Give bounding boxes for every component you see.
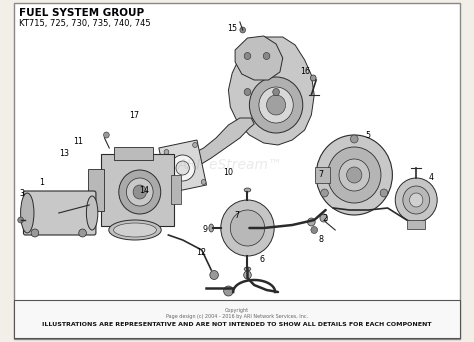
Polygon shape bbox=[159, 140, 207, 193]
FancyBboxPatch shape bbox=[171, 174, 181, 203]
Text: 7: 7 bbox=[235, 211, 239, 220]
Circle shape bbox=[403, 186, 429, 214]
FancyBboxPatch shape bbox=[114, 146, 153, 159]
Polygon shape bbox=[228, 37, 314, 145]
Circle shape bbox=[316, 135, 392, 215]
Circle shape bbox=[346, 167, 362, 183]
Circle shape bbox=[244, 89, 251, 95]
Text: 10: 10 bbox=[223, 168, 233, 177]
Circle shape bbox=[273, 89, 279, 95]
Circle shape bbox=[259, 87, 293, 123]
Circle shape bbox=[18, 217, 24, 223]
Text: 2: 2 bbox=[322, 214, 328, 223]
Circle shape bbox=[244, 53, 251, 60]
Circle shape bbox=[176, 161, 189, 175]
Circle shape bbox=[164, 149, 169, 155]
Circle shape bbox=[240, 27, 246, 33]
Text: 12: 12 bbox=[196, 248, 206, 257]
Circle shape bbox=[320, 214, 328, 222]
Circle shape bbox=[244, 271, 251, 279]
Circle shape bbox=[210, 271, 219, 279]
Ellipse shape bbox=[114, 223, 156, 237]
Ellipse shape bbox=[20, 193, 34, 233]
Ellipse shape bbox=[209, 224, 214, 232]
Text: 17: 17 bbox=[129, 111, 139, 120]
Circle shape bbox=[133, 185, 146, 199]
FancyBboxPatch shape bbox=[24, 191, 96, 235]
Circle shape bbox=[328, 147, 381, 203]
Circle shape bbox=[321, 189, 328, 197]
Circle shape bbox=[221, 200, 274, 256]
FancyBboxPatch shape bbox=[88, 169, 104, 211]
Circle shape bbox=[350, 135, 358, 143]
Text: ILLUSTRATIONS ARE REPRESENTATIVE AND ARE NOT INTENDED TO SHOW ALL DETAILS FOR EA: ILLUSTRATIONS ARE REPRESENTATIVE AND ARE… bbox=[42, 322, 432, 327]
Text: 6: 6 bbox=[259, 255, 264, 264]
Circle shape bbox=[119, 170, 161, 214]
Circle shape bbox=[127, 178, 153, 206]
Bar bbox=[14, 300, 460, 338]
Circle shape bbox=[266, 95, 286, 115]
Text: 15: 15 bbox=[228, 24, 237, 32]
Circle shape bbox=[224, 286, 233, 296]
Circle shape bbox=[230, 210, 264, 246]
Text: 8: 8 bbox=[318, 235, 323, 244]
Circle shape bbox=[192, 143, 198, 147]
Circle shape bbox=[308, 218, 315, 226]
Text: ARI  eStream™: ARI eStream™ bbox=[178, 158, 283, 172]
Text: 3: 3 bbox=[20, 189, 25, 198]
Polygon shape bbox=[235, 36, 283, 80]
Text: 4: 4 bbox=[429, 173, 434, 182]
FancyBboxPatch shape bbox=[315, 167, 330, 183]
Circle shape bbox=[395, 178, 437, 222]
Text: 1: 1 bbox=[39, 179, 44, 187]
Circle shape bbox=[165, 185, 170, 190]
Text: 16: 16 bbox=[300, 67, 310, 76]
Circle shape bbox=[380, 189, 388, 197]
Ellipse shape bbox=[244, 267, 251, 271]
Circle shape bbox=[170, 155, 195, 181]
Circle shape bbox=[310, 75, 316, 81]
Text: 11: 11 bbox=[73, 137, 83, 146]
Polygon shape bbox=[179, 118, 254, 172]
Text: 7: 7 bbox=[318, 170, 323, 179]
Ellipse shape bbox=[86, 196, 98, 230]
Circle shape bbox=[201, 180, 206, 184]
Circle shape bbox=[263, 53, 270, 60]
Text: FUEL SYSTEM GROUP: FUEL SYSTEM GROUP bbox=[18, 8, 144, 18]
Text: KT715, 725, 730, 735, 740, 745: KT715, 725, 730, 735, 740, 745 bbox=[18, 19, 150, 28]
Text: 13: 13 bbox=[59, 149, 69, 158]
Text: 14: 14 bbox=[139, 186, 149, 195]
Circle shape bbox=[339, 159, 370, 191]
FancyBboxPatch shape bbox=[407, 220, 425, 228]
Circle shape bbox=[31, 229, 39, 237]
Ellipse shape bbox=[244, 188, 251, 192]
Circle shape bbox=[103, 132, 109, 138]
Circle shape bbox=[410, 193, 423, 207]
Circle shape bbox=[311, 226, 318, 234]
Text: Copyright
Page design (c) 2004 - 2016 by ARI Network Services, Inc.: Copyright Page design (c) 2004 - 2016 by… bbox=[166, 308, 308, 319]
FancyBboxPatch shape bbox=[100, 154, 174, 226]
Circle shape bbox=[79, 229, 86, 237]
Circle shape bbox=[249, 77, 303, 133]
Text: 9: 9 bbox=[203, 225, 208, 234]
Text: 5: 5 bbox=[365, 131, 371, 140]
Ellipse shape bbox=[109, 220, 161, 240]
